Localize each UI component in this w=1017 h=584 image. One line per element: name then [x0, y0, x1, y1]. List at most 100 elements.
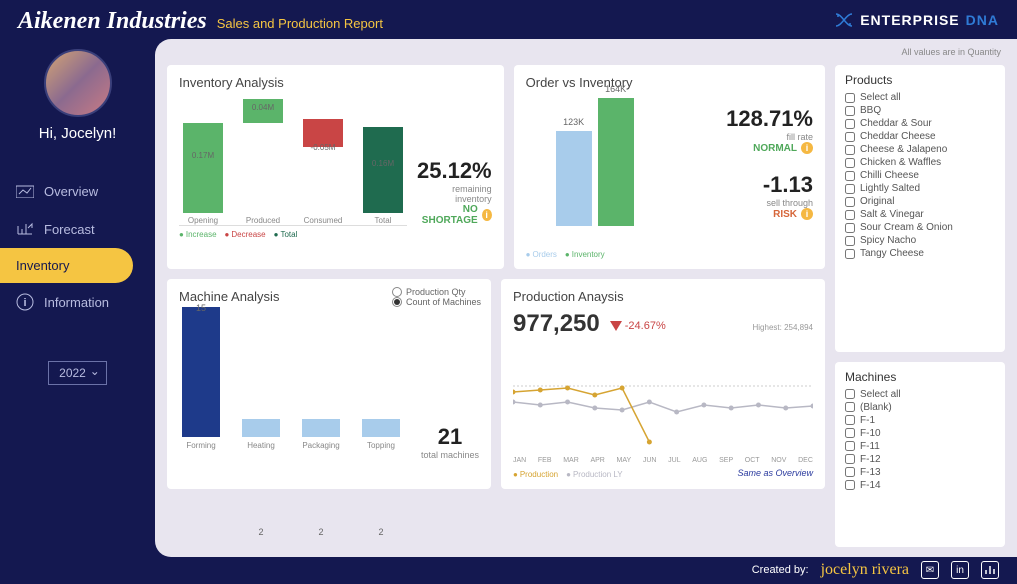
nav-overview[interactable]: Overview	[0, 172, 155, 210]
filter-item[interactable]: F-10	[845, 427, 997, 440]
year-select[interactable]: 2022	[48, 361, 107, 385]
month-label: MAR	[563, 457, 579, 464]
filter-checkbox[interactable]	[845, 93, 855, 103]
inventory-metric: 25.12% remaining inventory NO SHORTAGE i	[411, 158, 492, 226]
shortage-status: NO SHORTAGE i	[417, 204, 492, 226]
filter-checkbox[interactable]	[845, 210, 855, 220]
forecast-icon	[16, 220, 34, 238]
filter-label: Original	[860, 196, 894, 207]
logo: ENTERPRISE DNA	[834, 12, 999, 28]
nav-information[interactable]: i Information	[0, 283, 155, 321]
filter-item[interactable]: Chilli Cheese	[845, 169, 997, 182]
footer: Created by: jocelyn rivera ✉ in	[0, 557, 1017, 583]
filter-checkbox[interactable]	[845, 249, 855, 259]
ovi-content: 123K164K 128.71% fill rate NORMAL i -1.1…	[526, 96, 813, 246]
filter-checkbox[interactable]	[845, 119, 855, 129]
filter-item[interactable]: Spicy Nacho	[845, 234, 997, 247]
filter-checkbox[interactable]	[845, 389, 855, 399]
filter-checkbox[interactable]	[845, 480, 855, 490]
info-icon[interactable]: i	[801, 142, 813, 154]
filter-checkbox[interactable]	[845, 132, 855, 142]
filter-checkbox[interactable]	[845, 197, 855, 207]
filter-checkbox[interactable]	[845, 236, 855, 246]
filter-checkbox[interactable]	[845, 415, 855, 425]
ovi-bar: 164K	[598, 98, 634, 226]
signature: jocelyn rivera	[821, 561, 909, 579]
logo-accent: DNA	[966, 12, 999, 28]
filter-title: Machines	[845, 370, 997, 384]
filter-item[interactable]: Original	[845, 195, 997, 208]
products-list: Select allBBQCheddar & SourCheddar Chees…	[845, 91, 997, 260]
filter-item[interactable]: Lightly Salted	[845, 182, 997, 195]
inventory-bar: 0.16M Total	[359, 127, 407, 225]
linkedin-icon[interactable]: in	[951, 561, 969, 579]
filter-item[interactable]: Select all	[845, 388, 997, 401]
avatar[interactable]	[44, 49, 112, 117]
nav: Overview Forecast Inventory i Informatio…	[0, 172, 155, 321]
filter-item[interactable]: Chicken & Waffles	[845, 156, 997, 169]
filter-checkbox[interactable]	[845, 184, 855, 194]
filter-item[interactable]: F-12	[845, 453, 997, 466]
filter-item[interactable]: F-11	[845, 440, 997, 453]
filter-item[interactable]: F-13	[845, 466, 997, 479]
filter-item[interactable]: (Blank)	[845, 401, 997, 414]
month-label: JUL	[668, 457, 680, 464]
month-label: OCT	[745, 457, 760, 464]
filter-item[interactable]: F-14	[845, 479, 997, 492]
mail-icon[interactable]: ✉	[921, 561, 939, 579]
filter-checkbox[interactable]	[845, 428, 855, 438]
machines-filter: Machines Select all(Blank)F-1F-10F-11F-1…	[835, 362, 1005, 547]
products-filter: Products Select allBBQCheddar & SourChed…	[835, 65, 1005, 352]
filter-checkbox[interactable]	[845, 158, 855, 168]
same-as-overview-link[interactable]: Same as Overview	[737, 468, 813, 478]
production-analysis-panel: Production Anaysis 977,250 -24.67% Highe…	[501, 279, 825, 489]
filter-checkbox[interactable]	[845, 467, 855, 477]
filter-checkbox[interactable]	[845, 441, 855, 451]
filter-checkbox[interactable]	[845, 106, 855, 116]
legend-item: Production	[513, 470, 558, 479]
filter-checkbox[interactable]	[845, 454, 855, 464]
radio-production-qty[interactable]: Production Qty	[392, 287, 481, 297]
machine-content: 15 Forming2 Heating2 Packaging2 Topping …	[179, 310, 479, 470]
report-subtitle: Sales and Production Report	[217, 16, 383, 31]
filter-label: F-12	[860, 454, 881, 465]
month-label: SEP	[719, 457, 733, 464]
production-value: 977,250	[513, 310, 600, 338]
filters-column: Products Select allBBQCheddar & SourChed…	[835, 65, 1005, 547]
filter-label: Salt & Vinegar	[860, 209, 924, 220]
info-icon[interactable]: i	[482, 209, 492, 221]
machine-analysis-panel: Machine Analysis Production Qty Count of…	[167, 279, 491, 489]
panel-title: Order vs Inventory	[526, 75, 813, 90]
filter-item[interactable]: Cheddar & Sour	[845, 117, 997, 130]
filter-checkbox[interactable]	[845, 171, 855, 181]
legend-item: Total	[274, 230, 298, 239]
info-icon[interactable]: i	[801, 208, 813, 220]
month-label: MAY	[617, 457, 632, 464]
panels-column: Inventory Analysis 0.17M Opening0.04M Pr…	[167, 65, 825, 547]
filter-item[interactable]: Tangy Cheese	[845, 247, 997, 260]
filter-checkbox[interactable]	[845, 145, 855, 155]
chart-icon[interactable]	[981, 561, 999, 579]
filter-item[interactable]: Cheddar Cheese	[845, 130, 997, 143]
filter-checkbox[interactable]	[845, 402, 855, 412]
fill-rate-pct: 128.71%	[682, 106, 813, 132]
legend-item: Increase	[179, 230, 217, 239]
filter-item[interactable]: Cheese & Jalapeno	[845, 143, 997, 156]
nav-inventory[interactable]: Inventory	[0, 248, 133, 283]
filter-checkbox[interactable]	[845, 223, 855, 233]
legend-item: Inventory	[565, 250, 605, 259]
machine-bar: 2 Topping	[359, 419, 403, 450]
filter-label: F-1	[860, 415, 875, 426]
filter-item[interactable]: Salt & Vinegar	[845, 208, 997, 221]
info-icon: i	[16, 293, 34, 311]
brand-title: Aikenen Industries	[18, 8, 207, 35]
filter-item[interactable]: BBQ	[845, 104, 997, 117]
radio-count-machines[interactable]: Count of Machines	[392, 297, 481, 307]
nav-forecast[interactable]: Forecast	[0, 210, 155, 248]
dna-icon	[834, 12, 854, 28]
filter-item[interactable]: F-1	[845, 414, 997, 427]
filter-item[interactable]: Sour Cream & Onion	[845, 221, 997, 234]
sell-through-sub: sell through	[682, 198, 813, 208]
fill-rate-sub: fill rate	[682, 132, 813, 142]
filter-item[interactable]: Select all	[845, 91, 997, 104]
